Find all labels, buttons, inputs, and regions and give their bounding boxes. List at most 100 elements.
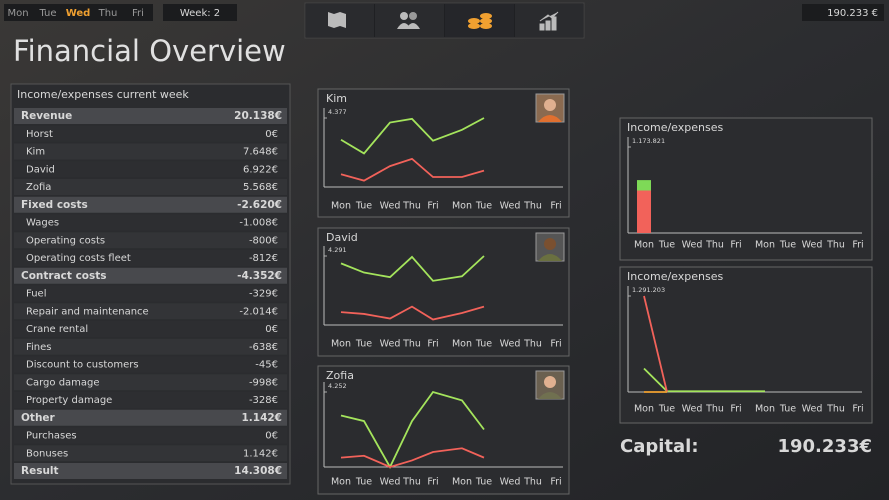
x-tick-label: Tue [658,240,675,251]
chart-panel [317,88,570,218]
x-tick-label: Mon [452,339,472,350]
x-tick-label: Mon [331,477,351,488]
x-tick-label: Mon [755,240,775,251]
line [643,367,765,393]
chart-panel [317,227,570,357]
x-tick-label: Fri [427,339,438,350]
item-row [14,285,287,302]
group-row [14,108,287,124]
x-tick-label: Tue [475,201,492,212]
drivers-button[interactable] [375,4,444,37]
y-tick-label: 4.291 [328,246,347,254]
table: Revenue 20.138€ Horst 0€ Kim 7.648€ David 6.922… [14,108,287,479]
chart-panel [619,266,873,424]
group-row [14,196,287,213]
x-tick-label: Tue [355,339,372,350]
item-label: Crane rental [26,324,88,335]
chart-panel [317,365,570,495]
item-row [14,338,287,355]
item-label: Horst [26,129,53,140]
x-tick-label: Thu [705,240,724,251]
x-tick-label: Mon [634,404,654,415]
x-tick-label: Fri [427,477,438,488]
item-row [14,161,287,178]
item-value: -328€ [249,395,278,406]
avatar [535,232,565,262]
x-tick-label: Fri [427,201,438,212]
chart-title: Income/expenses [627,121,723,134]
item-value: 0€ [265,431,278,442]
x-tick-label: Thu [523,477,542,488]
x-tick-label: Wed [500,477,521,488]
finance-button[interactable] [445,4,514,37]
line [340,117,485,155]
group-row [14,267,287,284]
x-tick-label: Mon [452,201,472,212]
x-tick-label: Fri [550,201,561,212]
item-value: -998€ [249,377,278,388]
x-tick-label: Fri [550,339,561,350]
item-row [14,427,287,444]
week-box [163,4,237,21]
group-label: Revenue [21,110,72,122]
item-label: Purchases [26,431,77,442]
table-title: Income/expenses current week [17,88,189,101]
item-value: -800€ [249,235,278,246]
chart-icon [539,11,559,31]
x-tick-label: Tue [475,339,492,350]
group-value: -4.352€ [237,270,282,282]
item-value: -638€ [249,342,278,353]
days-box [4,4,153,21]
coins-icon [468,23,480,29]
line [643,295,668,393]
x-tick-label: Tue [779,404,796,415]
x-tick-label: Tue [355,477,372,488]
day: Mon [7,8,28,19]
stats-button[interactable] [515,4,583,37]
y-tick-label: 1.291.203 [632,286,665,294]
item-value: 6.922€ [243,164,278,175]
capital-value: 190.233€ [777,436,872,457]
item-label: Fines [26,342,52,353]
money-box [802,4,884,21]
x-tick-label: Mon [452,477,472,488]
driver-panels [317,88,873,495]
group-label: Other [21,412,56,424]
avatar [535,93,565,123]
x-tick-label: Wed [500,339,521,350]
group-row [14,463,287,479]
x-tick-label: Thu [402,477,421,488]
item-value: 0€ [265,129,278,140]
line [340,390,485,469]
button-bg [375,4,444,37]
y-tick-label: 4.252 [328,382,347,390]
item-label: Discount to customers [26,360,139,371]
x-tick-label: Thu [705,404,724,415]
x-tick-label: Wed [500,201,521,212]
item-label: David [26,164,55,175]
x-tick-label: Wed [802,404,823,415]
item-value: 5.568€ [243,182,278,193]
y-tick-label: 4.377 [328,108,347,116]
item-row [14,321,287,337]
item-value: 1.142€ [243,448,278,459]
x-tick-label: Thu [826,404,845,415]
day: Wed [66,8,91,19]
capital-label: Capital: [620,436,699,457]
x-tick-label: Thu [402,339,421,350]
map-button[interactable] [306,4,374,37]
item-label: Operating costs fleet [26,253,131,264]
group-label: Fixed costs [21,199,88,211]
group-value: 1.142€ [241,412,282,424]
item-row [14,179,287,195]
map-icon [328,12,346,28]
week: Week: 2 [180,8,220,19]
x-tick-label: Mon [634,240,654,251]
item-value: 7.648€ [243,147,278,158]
x-tick-label: Wed [380,339,401,350]
coins-icon [480,23,492,29]
item-row [14,392,287,408]
item-label: Wages [26,218,59,229]
x-tick-label: Fri [730,404,741,415]
item-row [14,125,287,142]
